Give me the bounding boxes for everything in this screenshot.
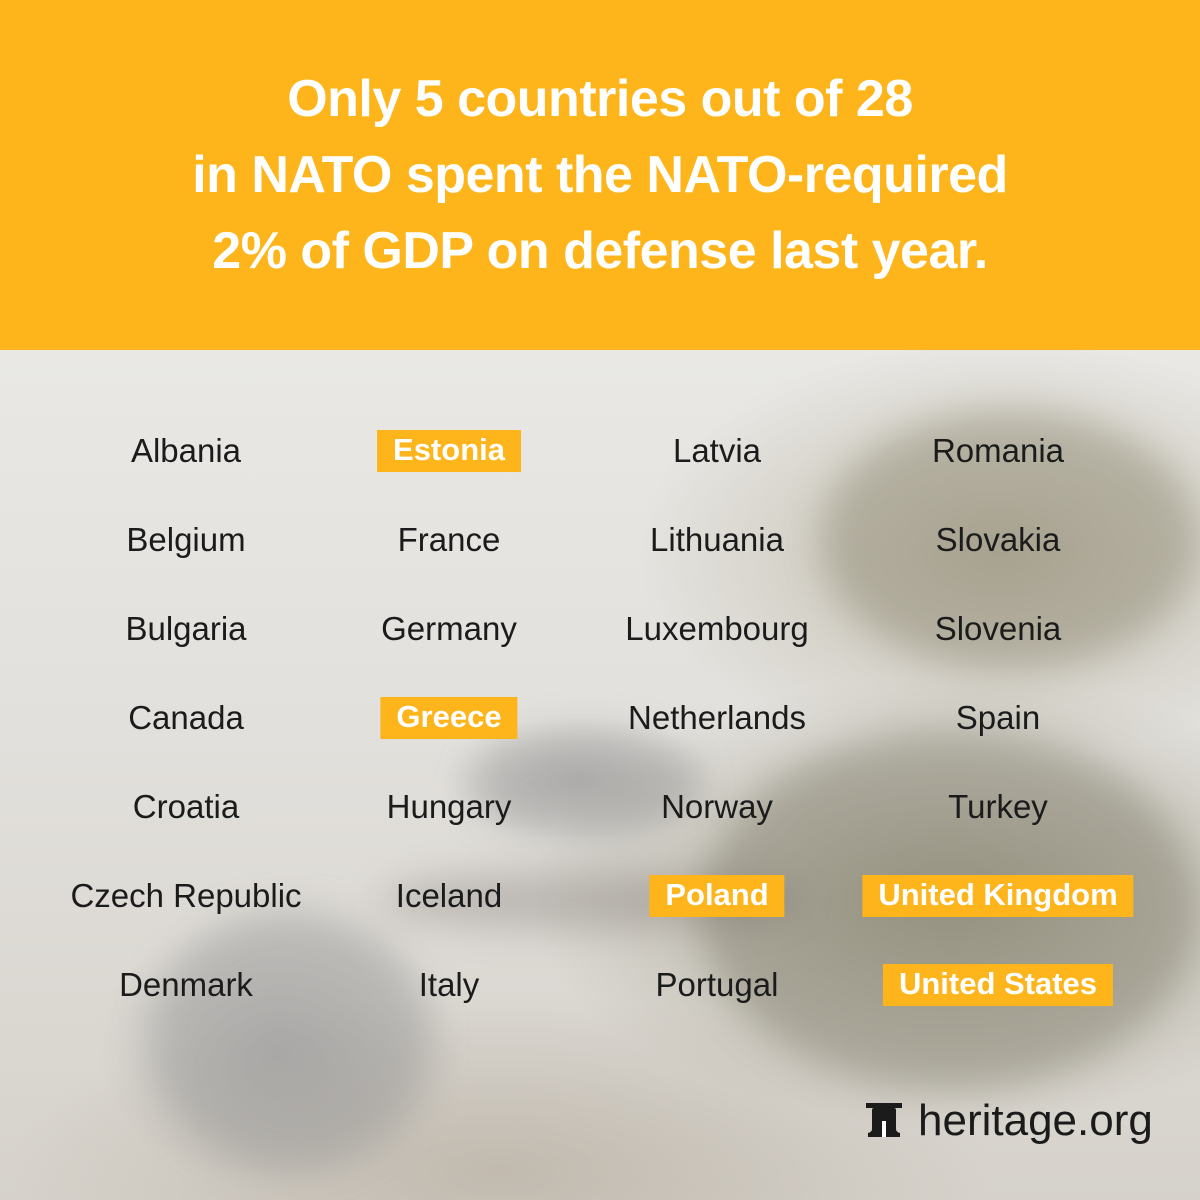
country-name: Bulgaria	[125, 610, 247, 647]
country-name: Belgium	[126, 521, 246, 558]
country-name-highlighted: United States	[882, 964, 1114, 1006]
country-name: Hungary	[386, 788, 512, 825]
country-name: Denmark	[119, 966, 253, 1003]
country-name: Czech Republic	[70, 877, 302, 914]
country-name: Croatia	[132, 788, 240, 825]
country-name-highlighted: Greece	[380, 697, 518, 739]
country-row: Albania Estonia Latvia Romania	[0, 426, 1200, 476]
country-name: Turkey	[948, 788, 1048, 825]
headline-line-1: Only 5 countries out of 28	[287, 70, 913, 128]
country-name: Slovakia	[935, 521, 1061, 558]
headline-line-3: 2% of GDP on defense last year.	[212, 222, 988, 280]
country-name: Luxembourg	[625, 610, 809, 647]
country-name: Albania	[130, 432, 242, 469]
headline-banner: Only 5 countries out of 28 in NATO spent…	[0, 0, 1200, 350]
brand-url: heritage.org	[918, 1096, 1153, 1145]
country-name: France	[397, 521, 501, 558]
country-row: Canada Greece Netherlands Spain	[0, 693, 1200, 743]
country-name: Lithuania	[650, 521, 784, 558]
country-row: Belgium France Lithuania Slovakia	[0, 515, 1200, 565]
country-name-highlighted: Poland	[649, 875, 785, 917]
country-name-highlighted: Estonia	[377, 430, 521, 472]
country-name: Spain	[955, 699, 1041, 736]
country-name: Portugal	[655, 966, 779, 1003]
country-name: Iceland	[395, 877, 503, 914]
footer-brand: heritage.org	[862, 1096, 1153, 1146]
country-name-highlighted: United Kingdom	[862, 875, 1134, 917]
country-row: Bulgaria Germany Luxembourg Slovenia	[0, 604, 1200, 654]
country-row: Denmark Italy Portugal United States	[0, 960, 1200, 1010]
liberty-bell-icon	[866, 1103, 902, 1137]
country-name: Romania	[931, 432, 1065, 469]
country-row: Czech Republic Iceland Poland United Kin…	[0, 871, 1200, 921]
country-name: Norway	[661, 788, 773, 825]
country-name: Slovenia	[934, 610, 1062, 647]
country-name: Italy	[418, 966, 480, 1003]
background-photo	[0, 350, 1200, 1200]
country-name: Germany	[381, 610, 517, 647]
country-name: Canada	[128, 699, 244, 736]
country-name: Netherlands	[628, 699, 806, 736]
country-name: Latvia	[672, 432, 762, 469]
country-row: Croatia Hungary Norway Turkey	[0, 782, 1200, 832]
headline-line-2: in NATO spent the NATO-required	[192, 146, 1008, 204]
